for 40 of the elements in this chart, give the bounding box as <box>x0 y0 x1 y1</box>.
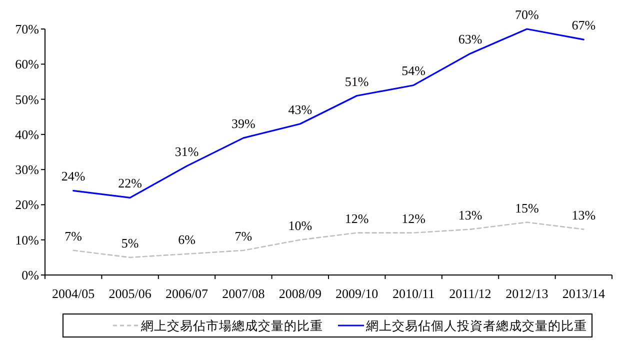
data-label: 15% <box>515 200 540 216</box>
data-label: 63% <box>458 32 482 47</box>
data-label: 7% <box>234 228 252 244</box>
x-tick-label: 2006/07 <box>165 286 209 301</box>
x-tick-label: 2007/08 <box>222 286 265 301</box>
x-tick-label: 2008/09 <box>278 286 322 301</box>
legend-label: 網上交易佔個人投資者總成交量的比重 <box>365 318 587 333</box>
data-label: 67% <box>572 18 596 33</box>
y-tick-label: 50% <box>15 92 40 107</box>
x-tick-label: 2013/14 <box>562 286 606 301</box>
data-label: 24% <box>61 168 86 184</box>
y-tick-label: 10% <box>15 232 40 248</box>
data-label: 51% <box>344 74 369 89</box>
data-label: 13% <box>572 207 596 222</box>
data-label: 10% <box>288 218 312 233</box>
x-tick-label: 2004/05 <box>52 286 95 301</box>
data-label: 7% <box>64 228 82 244</box>
x-tick-label: 2010/11 <box>392 286 435 301</box>
y-tick-label: 60% <box>15 56 40 72</box>
x-tick-label: 2011/12 <box>449 286 492 301</box>
y-tick-label: 30% <box>15 162 40 178</box>
data-label: 6% <box>178 232 196 247</box>
x-tick-label: 2009/10 <box>336 286 378 301</box>
data-label: 13% <box>458 207 482 222</box>
data-label: 54% <box>402 63 426 78</box>
data-label: 31% <box>174 144 199 160</box>
data-label: 22% <box>118 176 142 191</box>
legend-label: 網上交易佔市場總成交量的比重 <box>140 318 323 333</box>
data-label: 12% <box>402 210 426 226</box>
y-tick-label: 0% <box>22 268 40 282</box>
data-label: 39% <box>232 116 256 131</box>
data-label: 43% <box>288 102 312 117</box>
x-tick-label: 2012/13 <box>506 286 548 301</box>
data-label: 70% <box>515 7 540 22</box>
y-tick-label: 40% <box>15 126 40 142</box>
data-label: 12% <box>344 210 369 226</box>
x-tick-label: 2005/06 <box>108 286 152 301</box>
data-label: 5% <box>121 235 139 250</box>
y-tick-label: 20% <box>15 197 40 212</box>
y-tick-label: 70% <box>15 22 40 36</box>
